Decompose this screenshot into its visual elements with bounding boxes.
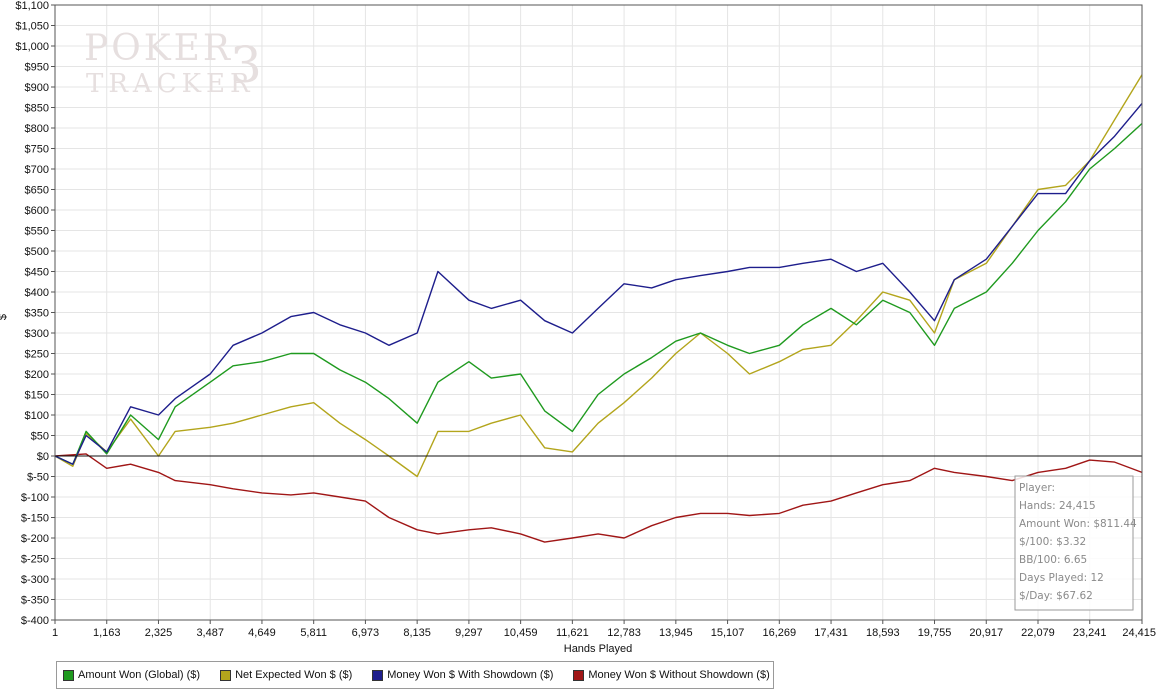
- series-line-3: [54, 453, 1143, 543]
- y-tick-label: $-350: [21, 595, 49, 607]
- stats-hands: Hands: 24,415: [1019, 500, 1096, 512]
- legend-swatch-net-expected: [220, 669, 232, 681]
- legend-swatch-amount-won: [63, 669, 74, 681]
- y-tick-label: $-50: [27, 472, 49, 484]
- stats-player: Player:: [1019, 482, 1055, 494]
- x-tick-label: 8,135: [403, 627, 431, 639]
- x-tick-label: 11,621: [556, 627, 589, 639]
- x-tick-label: 12,783: [607, 627, 641, 639]
- legend-item-showdown[interactable]: Money Won $ With Showdown ($): [372, 669, 553, 681]
- x-tick-label: 24,415: [1122, 627, 1156, 639]
- legend-swatch-non-showdown: [573, 669, 585, 681]
- stats-per-day: $/Day: $67.62: [1019, 590, 1093, 602]
- x-tick-label: 16,269: [762, 627, 796, 639]
- y-tick-label: $950: [25, 62, 49, 74]
- x-tick-label: 5,811: [300, 627, 327, 639]
- y-tick-label: $700: [25, 164, 49, 176]
- x-tick-label: 23,241: [1073, 627, 1107, 639]
- watermark-badge: 3: [230, 36, 262, 94]
- y-tick-label: $300: [25, 328, 49, 340]
- series-layer: [54, 74, 1143, 543]
- legend-label-non-showdown: Money Won $ Without Showdown ($): [588, 669, 770, 681]
- stats-box-background: [1014, 475, 1134, 611]
- y-tick-label: $1,100: [15, 0, 49, 12]
- y-tick-label: $200: [25, 369, 49, 381]
- y-tick-label: $800: [25, 123, 49, 135]
- y-tick-label: $150: [25, 390, 49, 402]
- x-axis: 1 1,163 2,325 3,487 4,649 5,811 6,973 8,135 9,29…: [52, 620, 1156, 639]
- y-tick-label: $550: [25, 226, 49, 238]
- watermark-line1: POKER: [84, 28, 233, 69]
- legend-swatch-showdown: [372, 669, 384, 681]
- series-line-2: [54, 102, 1143, 465]
- y-axis: $1,100 $1,050 $1,000 $950 $900 $850 $800 $750 $7…: [15, 0, 55, 627]
- y-tick-label: $-200: [21, 533, 49, 545]
- x-tick-label: 15,107: [711, 627, 745, 639]
- x-tick-label: 19,755: [918, 627, 952, 639]
- y-tick-label: $-250: [21, 554, 49, 566]
- x-tick-label: 2,325: [145, 627, 173, 639]
- y-tick-label: $50: [31, 431, 49, 443]
- legend-item-amount-won[interactable]: Amount Won (Global) ($): [63, 669, 200, 681]
- stats-amount-won: Amount Won: $811.44: [1019, 518, 1137, 530]
- y-tick-label: $0: [37, 451, 49, 463]
- legend-item-non-showdown[interactable]: Money Won $ Without Showdown ($): [573, 669, 770, 681]
- legend-label-amount-won: Amount Won (Global) ($): [78, 669, 201, 681]
- y-tick-label: $350: [25, 308, 49, 320]
- x-tick-label: 13,945: [659, 627, 693, 639]
- pokertracker-watermark-logo: POKER TRACKER 3: [84, 28, 262, 99]
- x-tick-label: 22,079: [1021, 627, 1055, 639]
- x-axis-title: Hands Played: [564, 643, 633, 655]
- stats-tooltip: Player: Hands: 24,415 Amount Won: $811.4…: [1014, 475, 1137, 611]
- x-tick-label: 1,163: [93, 627, 121, 639]
- y-tick-label: $400: [25, 287, 49, 299]
- y-tick-label: $250: [25, 349, 49, 361]
- x-tick-label: 17,431: [814, 627, 848, 639]
- legend-label-net-expected: Net Expected Won $ ($): [235, 669, 353, 681]
- y-tick-label: $1,000: [15, 41, 49, 53]
- y-tick-label: $650: [25, 185, 49, 197]
- y-tick-label: $-150: [21, 513, 49, 525]
- y-tick-label: $-400: [21, 615, 49, 627]
- y-tick-label: $100: [25, 410, 49, 422]
- y-tick-label: $850: [25, 103, 49, 115]
- x-tick-label: 6,973: [352, 627, 380, 639]
- y-axis-title: $: [0, 314, 9, 320]
- y-tick-label: $500: [25, 246, 49, 258]
- y-tick-label: $-100: [21, 492, 49, 504]
- legend: Amount Won (Global) ($) Net Expected Won…: [56, 661, 774, 689]
- stats-bb-per-100: BB/100: 6.65: [1019, 554, 1087, 566]
- y-tick-label: $900: [25, 82, 49, 94]
- x-tick-label: 18,593: [866, 627, 900, 639]
- y-tick-label: $450: [25, 267, 49, 279]
- stats-days-played: Days Played: 12: [1019, 572, 1104, 584]
- x-tick-label: 9,297: [455, 627, 483, 639]
- y-tick-label: $750: [25, 144, 49, 156]
- legend-item-net-expected[interactable]: Net Expected Won $ ($): [220, 669, 352, 681]
- x-tick-label: 1: [52, 627, 58, 639]
- x-tick-label: 4,649: [248, 627, 276, 639]
- watermark-line2: TRACKER: [86, 69, 255, 99]
- y-tick-label: $-300: [21, 574, 49, 586]
- legend-label-showdown: Money Won $ With Showdown ($): [387, 669, 554, 681]
- x-tick-label: 20,917: [969, 627, 1003, 639]
- series-line-0: [54, 122, 1143, 465]
- stats-per-100: $/100: $3.32: [1019, 536, 1086, 548]
- y-tick-label: $600: [25, 205, 49, 217]
- x-tick-label: 3,487: [196, 627, 224, 639]
- x-tick-label: 10,459: [504, 627, 538, 639]
- series-line-1: [54, 74, 1143, 478]
- y-tick-label: $1,050: [15, 21, 49, 33]
